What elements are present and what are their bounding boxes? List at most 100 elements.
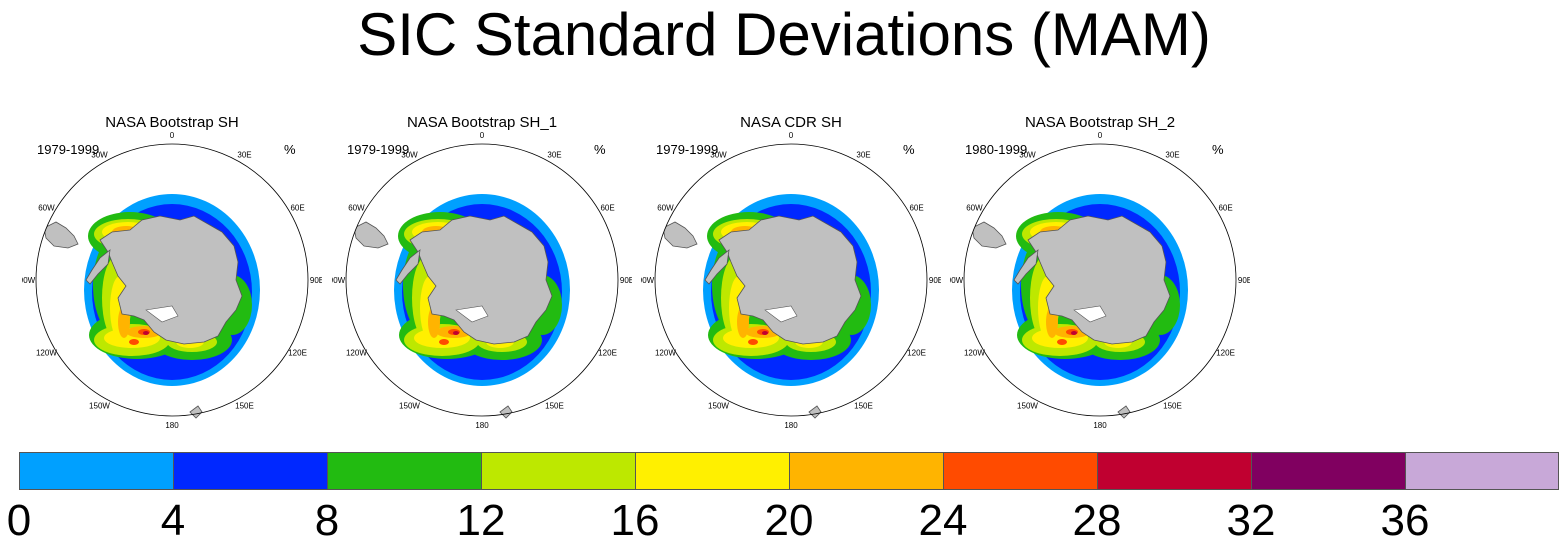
longitude-label: 30E (237, 150, 251, 159)
longitude-label: 60W (657, 204, 674, 213)
longitude-label: 60W (38, 204, 55, 213)
panel-period: 1979-1999 (37, 142, 100, 157)
colorbar-segment (327, 452, 482, 490)
antarctica-landmass (1027, 215, 1171, 345)
colorbar-segment (1405, 452, 1559, 490)
longitude-label: 30W (91, 150, 108, 159)
longitude-label: 90W (950, 276, 964, 285)
longitude-label: 150E (235, 402, 254, 411)
sic-contour (1057, 339, 1067, 345)
colorbar-tick-label: 36 (1380, 496, 1430, 545)
longitude-label: 90E (310, 276, 322, 285)
longitude-label: 90E (620, 276, 632, 285)
colorbar-segment (635, 452, 790, 490)
sic-contour (129, 339, 139, 345)
south-america-tip (662, 221, 698, 249)
longitude-label: 120W (964, 349, 985, 358)
longitude-label: 0 (170, 131, 175, 140)
colorbar-segment (1251, 452, 1406, 490)
longitude-label: 120W (655, 349, 676, 358)
colorbar-tick-label: 12 (456, 496, 506, 545)
sic-contour (439, 339, 449, 345)
map-panel: 0 30E 60E 90E 120E 150E 180 150W 120W 90W 60W 30W NA… (641, 110, 941, 430)
antarctica-landmass (99, 215, 243, 345)
longitude-label: 0 (789, 131, 794, 140)
map-boundary (963, 143, 1237, 417)
colorbar-segment (1097, 452, 1252, 490)
map-panel: 0 30E 60E 90E 120E 150E 180 150W 120W 90W 60W 30W NA… (22, 110, 322, 430)
antarctica-landmass (718, 215, 862, 345)
map-panel: 0 30E 60E 90E 120E 150E 180 150W 120W 90W 60W 30W NA… (332, 110, 632, 430)
longitude-label: 90E (929, 276, 941, 285)
longitude-label: 30E (547, 150, 561, 159)
colorbar-tick-label: 32 (1226, 496, 1276, 545)
longitude-label: 60E (1218, 204, 1232, 213)
longitude-label: 180 (784, 421, 798, 430)
colorbar-segment (173, 452, 328, 490)
panel-title: NASA Bootstrap SH_2 (1024, 114, 1176, 131)
longitude-label: 120E (907, 349, 926, 358)
antarctic-peninsula (85, 249, 111, 285)
colorbar-tick-label: 4 (160, 496, 186, 545)
longitude-label: 180 (165, 421, 179, 430)
panel-unit: % (903, 142, 915, 157)
longitude-label: 90W (641, 276, 655, 285)
longitude-label: 0 (480, 131, 485, 140)
longitude-label: 150W (399, 402, 420, 411)
longitude-label: 60E (600, 204, 614, 213)
panel-title: NASA Bootstrap SH (105, 114, 239, 131)
sic-contour (1071, 331, 1077, 335)
colorbar-tick-label: 16 (610, 496, 660, 545)
colorbar-tick-label: 8 (314, 496, 340, 545)
longitude-label: 30W (710, 150, 727, 159)
new-zealand (499, 405, 513, 419)
panel-period: 1979-1999 (656, 142, 719, 157)
panel-unit: % (284, 142, 296, 157)
longitude-label: 180 (1093, 421, 1107, 430)
new-zealand (1117, 405, 1131, 419)
longitude-label: 120W (346, 349, 367, 358)
sic-contour (762, 331, 768, 335)
panel-title: NASA CDR SH (740, 114, 842, 131)
panel-title: NASA Bootstrap SH_1 (406, 114, 558, 131)
longitude-label: 90W (22, 276, 36, 285)
antarctic-peninsula (395, 249, 421, 285)
longitude-label: 90W (332, 276, 346, 285)
map-boundary (345, 143, 619, 417)
polar-map: 0 30E 60E 90E 120E 150E 180 150W 120W 90W 60W 30W (641, 131, 941, 430)
antarctic-peninsula (704, 249, 730, 285)
panel-unit: % (1212, 142, 1224, 157)
map-boundary (654, 143, 928, 417)
map-panel: 0 30E 60E 90E 120E 150E 180 150W 120W 90W 60W 30W NA… (950, 110, 1250, 430)
longitude-label: 60W (966, 204, 983, 213)
map-boundary (35, 143, 309, 417)
longitude-label: 120E (288, 349, 307, 358)
longitude-label: 30W (401, 150, 418, 159)
longitude-label: 30E (1165, 150, 1179, 159)
colorbar-segment (943, 452, 1098, 490)
longitude-label: 150E (854, 402, 873, 411)
new-zealand (808, 405, 822, 419)
longitude-label: 180 (475, 421, 489, 430)
colorbar-segment (19, 452, 174, 490)
colorbar-tick-label: 28 (1072, 496, 1122, 545)
panel-period: 1980-1999 (965, 142, 1028, 157)
polar-map: 0 30E 60E 90E 120E 150E 180 150W 120W 90W 60W 30W (950, 131, 1250, 430)
longitude-label: 150E (1163, 402, 1182, 411)
colorbar-tick-label: 0 (6, 496, 32, 545)
antarctic-peninsula (1013, 249, 1039, 285)
longitude-label: 60W (348, 204, 365, 213)
longitude-label: 120E (1216, 349, 1235, 358)
longitude-label: 120E (598, 349, 617, 358)
longitude-label: 150W (708, 402, 729, 411)
polar-map: 0 30E 60E 90E 120E 150E 180 150W 120W 90W 60W 30W (332, 131, 632, 430)
colorbar-segment (789, 452, 944, 490)
panel-period: 1979-1999 (347, 142, 410, 157)
longitude-label: 150W (89, 402, 110, 411)
longitude-label: 150W (1017, 402, 1038, 411)
south-america-tip (971, 221, 1007, 249)
longitude-label: 30W (1019, 150, 1036, 159)
new-zealand (189, 405, 203, 419)
polar-map: 0 30E 60E 90E 120E 150E 180 150W 120W 90W 60W 30W (22, 131, 322, 430)
longitude-label: 0 (1098, 131, 1103, 140)
